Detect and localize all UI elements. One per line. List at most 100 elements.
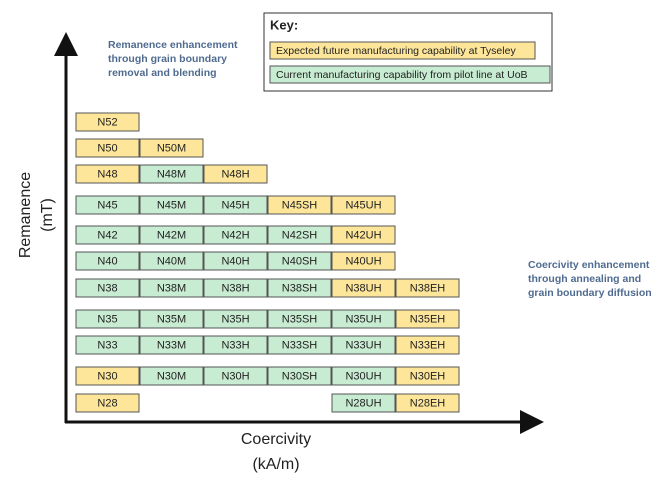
- grade-cell: [75, 366, 140, 386]
- grade-cell: [203, 366, 268, 386]
- grade-label: N42H: [221, 229, 249, 241]
- grade-cell: [203, 195, 268, 215]
- x-axis-label: (kA/m): [252, 456, 299, 473]
- grade-cell: [139, 335, 204, 355]
- grade-label: N50: [97, 142, 117, 154]
- grade-label: N28EH: [410, 397, 446, 409]
- grade-label: N48H: [221, 168, 249, 180]
- grade-label: N42M: [157, 229, 186, 241]
- grade-label: N35EH: [410, 313, 446, 325]
- grade-label: N38: [97, 282, 117, 294]
- grade-label: N38EH: [410, 282, 446, 294]
- grade-label: N33H: [221, 339, 249, 351]
- grade-cell: [331, 225, 396, 245]
- grade-label: N40SH: [282, 255, 318, 267]
- grade-cell: [331, 366, 396, 386]
- grade-label: N33M: [157, 339, 186, 351]
- grade-cell: [395, 366, 460, 386]
- grade-cell: [139, 309, 204, 329]
- grade-label: N35UH: [345, 313, 381, 325]
- grade-label: N45SH: [282, 199, 318, 211]
- grade-label: N35H: [221, 313, 249, 325]
- grade-cell: [75, 278, 140, 298]
- grade-label: N45: [97, 199, 117, 211]
- grade-cell: [75, 195, 140, 215]
- grade-cell: [75, 138, 140, 158]
- grade-label: N30H: [221, 370, 249, 382]
- grade-cell: [331, 309, 396, 329]
- grade-cell: [331, 278, 396, 298]
- grade-label: N35M: [157, 313, 186, 325]
- grade-label: N48M: [157, 168, 186, 180]
- grade-label: N50M: [157, 142, 186, 154]
- grade-cell: [75, 225, 140, 245]
- grade-cell: [267, 366, 332, 386]
- grade-label: N30: [97, 370, 117, 382]
- grade-label: N35: [97, 313, 117, 325]
- grade-cell: [267, 195, 332, 215]
- grade-cell: [331, 195, 396, 215]
- y-axis-label: Remanence: [17, 172, 34, 258]
- y-axis-label: (mT): [39, 198, 56, 232]
- key-label: Current manufacturing capability from pi…: [276, 69, 528, 81]
- grade-cell: [331, 335, 396, 355]
- grade-label: N33UH: [345, 339, 381, 351]
- grade-cell: [267, 309, 332, 329]
- grade-cell: [203, 309, 268, 329]
- grade-label: N33SH: [282, 339, 318, 351]
- grade-label: N30UH: [345, 370, 381, 382]
- grade-label: N33EH: [410, 339, 446, 351]
- key-label: Expected future manufacturing capability…: [276, 45, 516, 57]
- grade-label: N42SH: [282, 229, 318, 241]
- grade-label: N40UH: [345, 255, 381, 267]
- grade-label: N30M: [157, 370, 186, 382]
- grade-cell: [267, 278, 332, 298]
- grade-cell: [395, 335, 460, 355]
- grade-label: N42UH: [345, 229, 381, 241]
- grade-label: N30SH: [282, 370, 318, 382]
- grade-label: N40M: [157, 255, 186, 267]
- grade-label: N48: [97, 168, 117, 180]
- grade-label: N38H: [221, 282, 249, 294]
- grade-cell: [395, 309, 460, 329]
- grade-cell: [139, 251, 204, 271]
- grade-label: N42: [97, 229, 117, 241]
- grade-cell: [331, 251, 396, 271]
- grade-cell: [203, 164, 268, 184]
- grade-cell: [139, 225, 204, 245]
- annotation: through grain boundary: [108, 53, 227, 65]
- grade-cell: [75, 112, 140, 132]
- grade-label: N28UH: [345, 397, 381, 409]
- grade-label: N40H: [221, 255, 249, 267]
- grade-label: N35SH: [282, 313, 318, 325]
- grade-cell: [203, 278, 268, 298]
- grade-cell: [267, 251, 332, 271]
- grade-cell: [395, 393, 460, 413]
- grade-label: N28: [97, 397, 117, 409]
- grade-cell: [139, 278, 204, 298]
- annotation: through annealing and: [528, 273, 641, 285]
- grade-label: N30EH: [410, 370, 446, 382]
- grade-cell: [75, 335, 140, 355]
- grade-cell: [75, 309, 140, 329]
- grade-label: N38M: [157, 282, 186, 294]
- key-title: Key:: [270, 17, 298, 32]
- grade-label: N38SH: [282, 282, 318, 294]
- grade-label: N45UH: [345, 199, 381, 211]
- grade-cell: [267, 225, 332, 245]
- annotation: Remanence enhancement: [108, 39, 238, 51]
- grade-label: N40: [97, 255, 117, 267]
- key-swatch: [269, 41, 536, 60]
- grade-cell: [331, 393, 396, 413]
- key-swatch: [269, 65, 551, 84]
- grade-label: N45H: [221, 199, 249, 211]
- grade-cell: [203, 335, 268, 355]
- grade-cell: [395, 278, 460, 298]
- grade-label: N52: [97, 116, 117, 128]
- grade-label: N45M: [157, 199, 186, 211]
- grade-cell: [267, 335, 332, 355]
- annotation: Coercivity enhancement: [528, 259, 650, 271]
- annotation: removal and blending: [108, 67, 217, 79]
- grade-cell: [139, 164, 204, 184]
